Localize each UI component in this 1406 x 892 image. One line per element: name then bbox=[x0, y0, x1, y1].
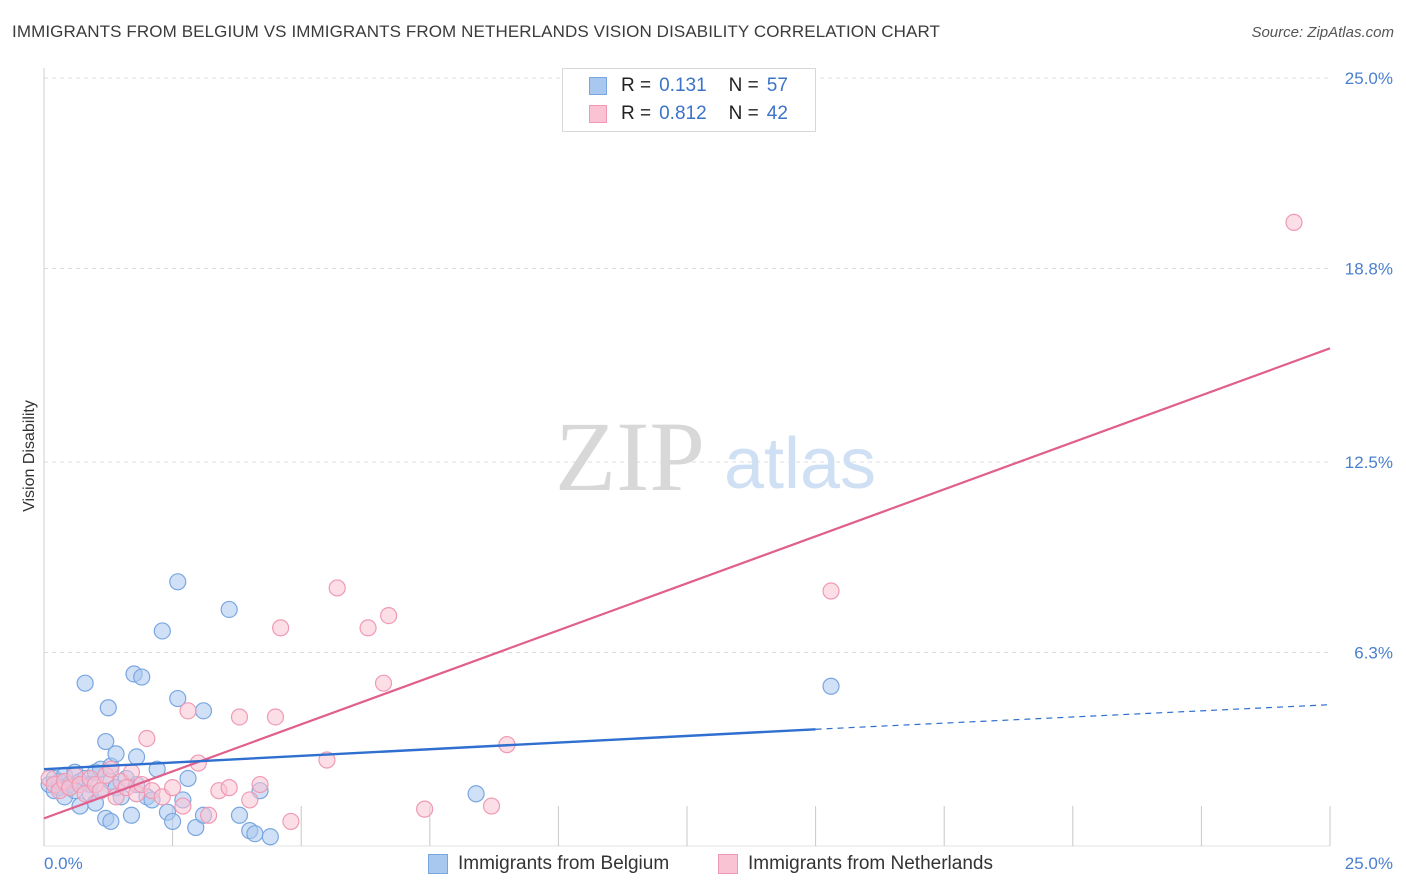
legend-n-label: N = bbox=[728, 75, 759, 96]
source-label: Source: ZipAtlas.com bbox=[1251, 24, 1394, 41]
netherlands-point bbox=[200, 806, 218, 824]
belgium-point bbox=[122, 806, 141, 824]
series-label-netherlands: Immigrants from Netherlands bbox=[748, 853, 993, 874]
correlation-legend: R = 0.131 N = 57 R = 0.812 N = 42 bbox=[562, 68, 816, 132]
netherlands-point bbox=[179, 702, 197, 720]
belgium-point bbox=[107, 745, 125, 763]
belgium-point bbox=[169, 689, 187, 708]
belgium-point bbox=[127, 748, 146, 766]
netherlands-point bbox=[174, 797, 192, 815]
legend-row-belgium: R = 0.131 N = 57 bbox=[589, 73, 788, 99]
belgium-trend-line bbox=[43, 728, 816, 771]
belgium-point bbox=[261, 828, 279, 846]
netherlands-point bbox=[138, 729, 156, 748]
belgium-point bbox=[102, 812, 120, 831]
netherlands-point bbox=[241, 791, 259, 809]
belgium-point bbox=[179, 769, 197, 788]
netherlands-point bbox=[272, 619, 290, 637]
netherlands-point bbox=[328, 579, 346, 597]
watermark: ZIP atlas bbox=[555, 401, 876, 512]
tick-labels: 6.3% 12.5% 18.8% 25.0% 0.0% 25.0% bbox=[44, 69, 1393, 873]
netherlands-point bbox=[220, 779, 238, 797]
belgium-point bbox=[153, 622, 171, 640]
netherlands-point bbox=[251, 775, 269, 794]
netherlands-point bbox=[482, 797, 501, 815]
series-swatch-netherlands bbox=[718, 854, 738, 874]
x-tick-label: 25.0% bbox=[1345, 854, 1393, 873]
belgium-point bbox=[76, 674, 94, 692]
belgium-point bbox=[822, 677, 840, 695]
belgium-point bbox=[133, 668, 151, 686]
belgium-point bbox=[467, 785, 485, 803]
watermark-zip: ZIP bbox=[555, 401, 705, 512]
netherlands-point bbox=[380, 606, 398, 625]
belgium-point bbox=[246, 825, 264, 843]
legend-r-value: 0.131 bbox=[659, 75, 707, 96]
netherlands-point bbox=[266, 708, 285, 726]
watermark-atlas: atlas bbox=[724, 424, 876, 504]
trend-lines bbox=[43, 347, 1331, 820]
belgium-point bbox=[99, 699, 117, 717]
netherlands-point bbox=[822, 582, 840, 600]
belgium-trend-extension bbox=[815, 704, 1331, 730]
netherlands-point bbox=[416, 800, 434, 818]
netherlands-point bbox=[282, 812, 300, 831]
netherlands-point bbox=[230, 708, 249, 726]
grid-lines bbox=[44, 77, 1330, 653]
chart-title: IMMIGRANTS FROM BELGIUM VS IMMIGRANTS FR… bbox=[12, 22, 941, 41]
belgium-point bbox=[169, 573, 187, 591]
netherlands-point bbox=[318, 751, 336, 769]
axes bbox=[43, 68, 1331, 847]
data-points bbox=[40, 213, 1303, 846]
legend-row-netherlands: R = 0.812 N = 42 bbox=[589, 101, 788, 127]
legend-n-value: 42 bbox=[766, 103, 788, 124]
legend-r-label: R = bbox=[621, 103, 652, 124]
series-legend-belgium: Immigrants from Belgium bbox=[428, 851, 669, 877]
netherlands-point bbox=[1285, 213, 1303, 231]
legend-r-label: R = bbox=[621, 75, 652, 96]
series-legend-netherlands: Immigrants from Netherlands bbox=[718, 851, 993, 877]
y-tick-label: 6.3% bbox=[1354, 643, 1393, 662]
belgium-point bbox=[220, 600, 238, 619]
y-tick-label: 18.8% bbox=[1345, 259, 1393, 278]
netherlands-trend-line bbox=[43, 347, 1331, 820]
y-tick-label: 25.0% bbox=[1345, 69, 1393, 88]
netherlands-point bbox=[374, 674, 393, 692]
belgium-point bbox=[187, 818, 205, 837]
series-swatch-belgium bbox=[428, 854, 448, 874]
belgium-point bbox=[230, 806, 249, 824]
x-tick-label: 0.0% bbox=[44, 854, 83, 873]
legend-n-value: 57 bbox=[766, 75, 788, 96]
legend-swatch-netherlands bbox=[589, 105, 607, 123]
belgium-point bbox=[97, 732, 115, 751]
legend-swatch-belgium bbox=[589, 77, 607, 95]
netherlands-point bbox=[359, 619, 377, 637]
legend-n-label: N = bbox=[728, 103, 759, 124]
belgium-point bbox=[194, 702, 213, 720]
netherlands-point bbox=[164, 779, 182, 797]
legend-r-value: 0.812 bbox=[659, 103, 707, 124]
y-axis-label: Vision Disability bbox=[21, 400, 38, 512]
belgium-point bbox=[164, 812, 182, 831]
y-tick-label: 12.5% bbox=[1345, 453, 1393, 472]
series-label-belgium: Immigrants from Belgium bbox=[458, 853, 670, 874]
